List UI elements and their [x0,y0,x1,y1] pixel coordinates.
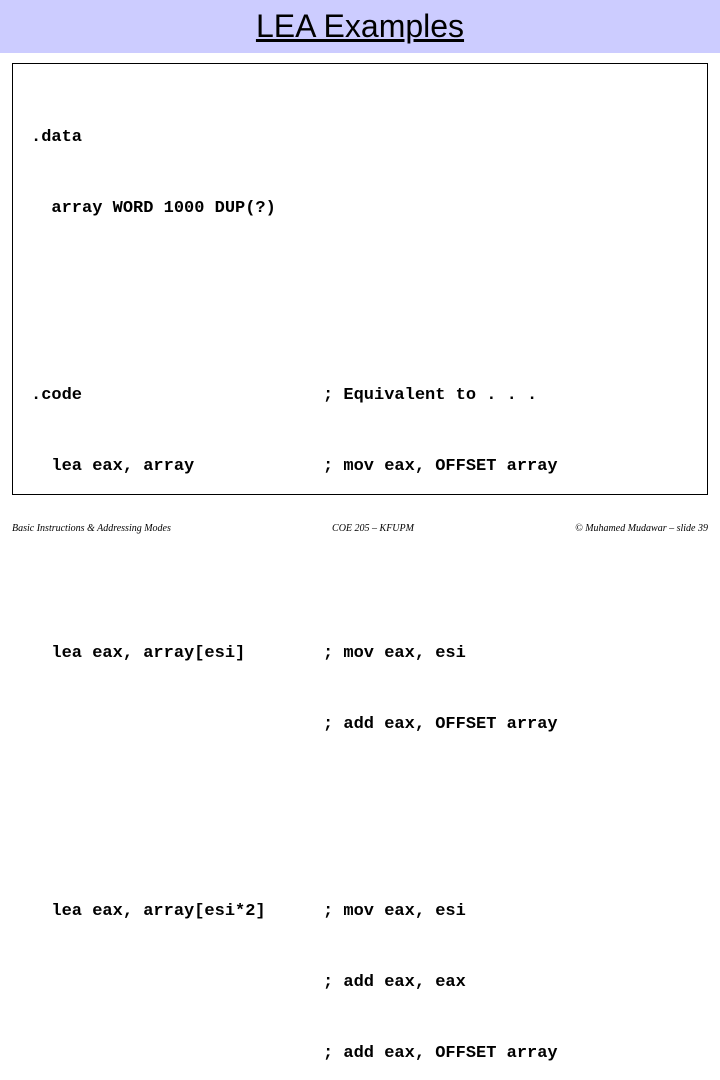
comment-1-1: ; add eax, OFFSET array [323,713,689,737]
slide-header: LEA Examples [0,0,720,53]
content-box: .data array WORD 1000 DUP(?) .code ; Equ… [12,63,708,495]
comment-2-0: ; mov eax, esi [323,900,689,924]
code-label: .code [31,384,323,408]
comment-0-1: ; mov eax, OFFSET array [323,455,689,479]
instr-0: lea eax, array [31,455,323,479]
code-section: .data array WORD 1000 DUP(?) .code ; Equ… [31,78,689,1080]
footer-left: Basic Instructions & Addressing Modes [12,523,171,534]
slide-footer: Basic Instructions & Addressing Modes CO… [0,523,720,534]
code-block-2: lea eax, array[esi*2] ; mov eax, esi [31,900,689,924]
data-line-2: array WORD 1000 DUP(?) [31,197,689,221]
comment-1-0: ; mov eax, esi [323,642,689,666]
comment-0-0: ; Equivalent to . . . [323,384,689,408]
code-block-1: lea eax, array[esi] ; mov eax, esi [31,642,689,666]
slide-title: LEA Examples [256,8,464,44]
comment-2-1: ; add eax, eax [323,971,689,995]
footer-center: COE 205 – KFUPM [332,523,414,534]
instr-2: lea eax, array[esi*2] [31,900,323,924]
instr-1: lea eax, array[esi] [31,642,323,666]
comment-2-2: ; add eax, OFFSET array [323,1042,689,1066]
data-line-1: .data [31,126,689,150]
code-block-0: .code ; Equivalent to . . . [31,384,689,408]
footer-right: © Muhamed Mudawar – slide 39 [575,523,708,534]
